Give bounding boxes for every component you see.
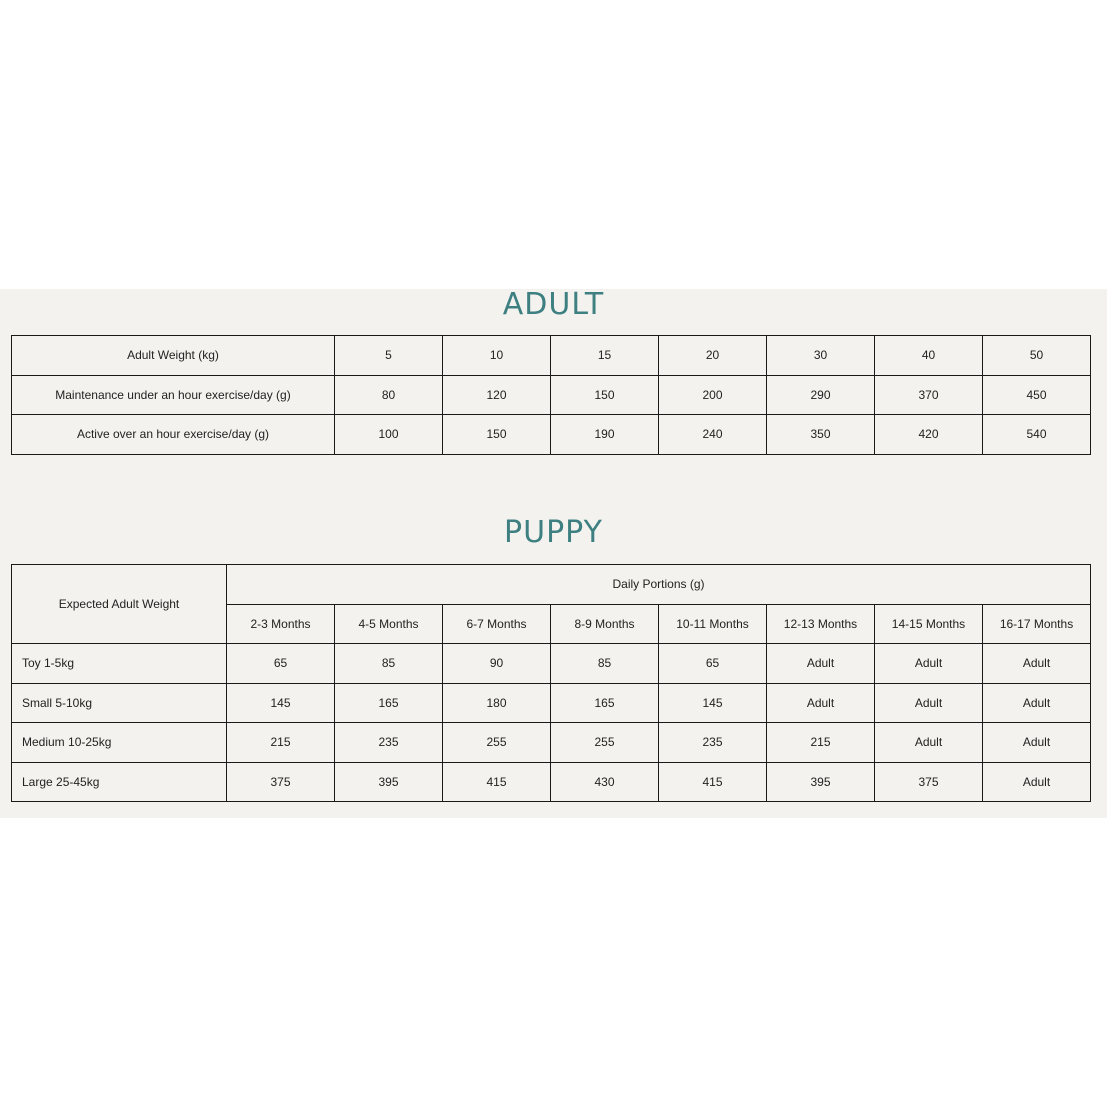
table-cell: 395 — [334, 761, 443, 802]
table-cell: 375 — [226, 761, 335, 802]
row-label: Active over an hour exercise/day (g) — [11, 414, 335, 455]
table-cell: 215 — [766, 722, 875, 763]
column-header: 8-9 Months — [550, 603, 659, 644]
table-cell: Adult — [981, 761, 1092, 802]
table-cell: 150 — [550, 374, 659, 415]
table-cell: 5 — [334, 335, 443, 376]
table-cell: 415 — [658, 761, 767, 802]
table-cell: 10 — [442, 335, 551, 376]
table-cell: 255 — [442, 722, 551, 763]
expected-adult-weight-header: Expected Adult Weight — [11, 564, 227, 644]
table-cell: 85 — [334, 643, 443, 684]
table-row: Toy 1-5kg 65 85 90 85 65 Adult Adult Adult — [11, 643, 1092, 684]
table-cell: 85 — [550, 643, 659, 684]
table-cell: 540 — [982, 414, 1091, 455]
table-cell: 145 — [658, 682, 767, 723]
daily-portions-header: Daily Portions (g) — [225, 564, 1092, 605]
table-cell: 215 — [226, 722, 335, 763]
puppy-feeding-table: Expected Adult Weight Daily Portions (g)… — [11, 564, 1092, 802]
table-row: Active over an hour exercise/day (g) 100 1… — [11, 414, 1091, 455]
table-cell: Adult — [874, 682, 983, 723]
table-cell: Adult — [981, 682, 1092, 723]
table-cell: 235 — [334, 722, 443, 763]
table-row: Adult Weight (kg) 5 10 15 20 30 40 50 — [11, 335, 1091, 376]
row-label: Maintenance under an hour exercise/day (… — [11, 374, 335, 415]
table-cell: Adult — [766, 682, 875, 723]
puppy-age-header-row: 2-3 Months 4-5 Months 6-7 Months 8-9 Months… — [12, 603, 1092, 644]
adult-feeding-table: Adult Weight (kg) 5 10 15 20 30 40 50 Maintenanc… — [11, 335, 1091, 455]
table-cell: Adult — [981, 722, 1092, 763]
table-cell: 415 — [442, 761, 551, 802]
table-cell: 90 — [442, 643, 551, 684]
table-cell: Adult — [874, 643, 983, 684]
table-row: Medium 10-25kg 215 235 255 255 235 215 Adult Adu… — [11, 722, 1092, 763]
table-cell: 80 — [334, 374, 443, 415]
table-cell: 30 — [766, 335, 875, 376]
table-row: Maintenance under an hour exercise/day (… — [11, 374, 1091, 415]
table-cell: 255 — [550, 722, 659, 763]
table-cell: 180 — [442, 682, 551, 723]
row-label: Large 25-45kg — [11, 761, 227, 802]
table-cell: 165 — [550, 682, 659, 723]
table-cell: Adult — [766, 643, 875, 684]
row-label: Adult Weight (kg) — [11, 335, 335, 376]
table-cell: 65 — [658, 643, 767, 684]
table-cell: 40 — [874, 335, 983, 376]
table-cell: 150 — [442, 414, 551, 455]
adult-section-title: ADULT — [502, 287, 605, 322]
table-cell: 120 — [442, 374, 551, 415]
table-cell: 290 — [766, 374, 875, 415]
table-cell: 235 — [658, 722, 767, 763]
table-cell: 20 — [658, 335, 767, 376]
table-row: Small 5-10kg 145 165 180 165 145 Adult Adult Adu… — [11, 682, 1092, 723]
table-cell: Adult — [874, 722, 983, 763]
table-cell: 370 — [874, 374, 983, 415]
column-header: 14-15 Months — [874, 603, 983, 644]
row-label: Small 5-10kg — [11, 682, 227, 723]
column-header: 2-3 Months — [226, 603, 335, 644]
column-header: 6-7 Months — [442, 603, 551, 644]
row-label: Toy 1-5kg — [11, 643, 227, 684]
table-cell: 200 — [658, 374, 767, 415]
table-cell: 145 — [226, 682, 335, 723]
table-cell: 350 — [766, 414, 875, 455]
table-cell: 450 — [982, 374, 1091, 415]
column-header: 12-13 Months — [766, 603, 875, 644]
table-cell: 190 — [550, 414, 659, 455]
puppy-section-title: PUPPY — [504, 515, 603, 550]
table-cell: 375 — [874, 761, 983, 802]
table-row: Large 25-45kg 375 395 415 430 415 395 375 Adult — [11, 761, 1092, 802]
row-label: Medium 10-25kg — [11, 722, 227, 763]
column-header: 16-17 Months — [981, 603, 1092, 644]
table-cell: 15 — [550, 335, 659, 376]
table-cell: Adult — [981, 643, 1092, 684]
table-cell: 165 — [334, 682, 443, 723]
table-cell: 420 — [874, 414, 983, 455]
table-cell: 395 — [766, 761, 875, 802]
puppy-group-header-row: Expected Adult Weight Daily Portions (g) — [11, 564, 1092, 644]
table-cell: 100 — [334, 414, 443, 455]
table-cell: 50 — [982, 335, 1091, 376]
table-cell: 65 — [226, 643, 335, 684]
column-header: 4-5 Months — [334, 603, 443, 644]
column-header: 10-11 Months — [658, 603, 767, 644]
table-cell: 430 — [550, 761, 659, 802]
table-cell: 240 — [658, 414, 767, 455]
